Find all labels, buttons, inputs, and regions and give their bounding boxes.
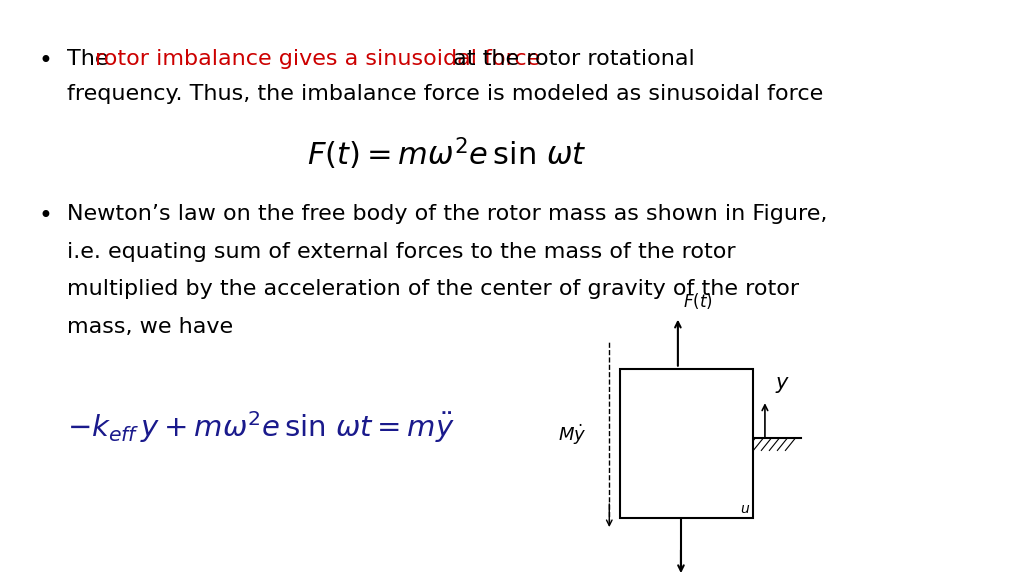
- Text: i.e. equating sum of external forces to the mass of the rotor: i.e. equating sum of external forces to …: [67, 242, 735, 262]
- Text: $y$: $y$: [775, 374, 791, 395]
- Text: $M\dot{y}$: $M\dot{y}$: [558, 423, 587, 447]
- Text: Newton’s law on the free body of the rotor mass as shown in Figure,: Newton’s law on the free body of the rot…: [67, 204, 827, 225]
- Text: •: •: [39, 49, 53, 73]
- Text: $-k_{eff}\,y + m\omega^2 e\,\sin\,\omega t = m\ddot{y}$: $-k_{eff}\,y + m\omega^2 e\,\sin\,\omega…: [67, 409, 455, 445]
- Bar: [620, 369, 753, 518]
- Text: $F(t)$: $F(t)$: [683, 291, 713, 311]
- Text: multiplied by the acceleration of the center of gravity of the rotor: multiplied by the acceleration of the ce…: [67, 279, 799, 300]
- Text: $u$: $u$: [740, 503, 751, 516]
- Text: mass, we have: mass, we have: [67, 317, 232, 337]
- Text: rotor imbalance gives a sinusoidal force: rotor imbalance gives a sinusoidal force: [95, 49, 541, 69]
- Text: at the rotor rotational: at the rotor rotational: [446, 49, 695, 69]
- Text: frequency. Thus, the imbalance force is modeled as sinusoidal force: frequency. Thus, the imbalance force is …: [67, 84, 823, 104]
- Text: •: •: [39, 204, 53, 229]
- Text: $F(t) = m\omega^2 e\,\sin\,\omega t$: $F(t) = m\omega^2 e\,\sin\,\omega t$: [307, 135, 587, 172]
- Text: The: The: [67, 49, 115, 69]
